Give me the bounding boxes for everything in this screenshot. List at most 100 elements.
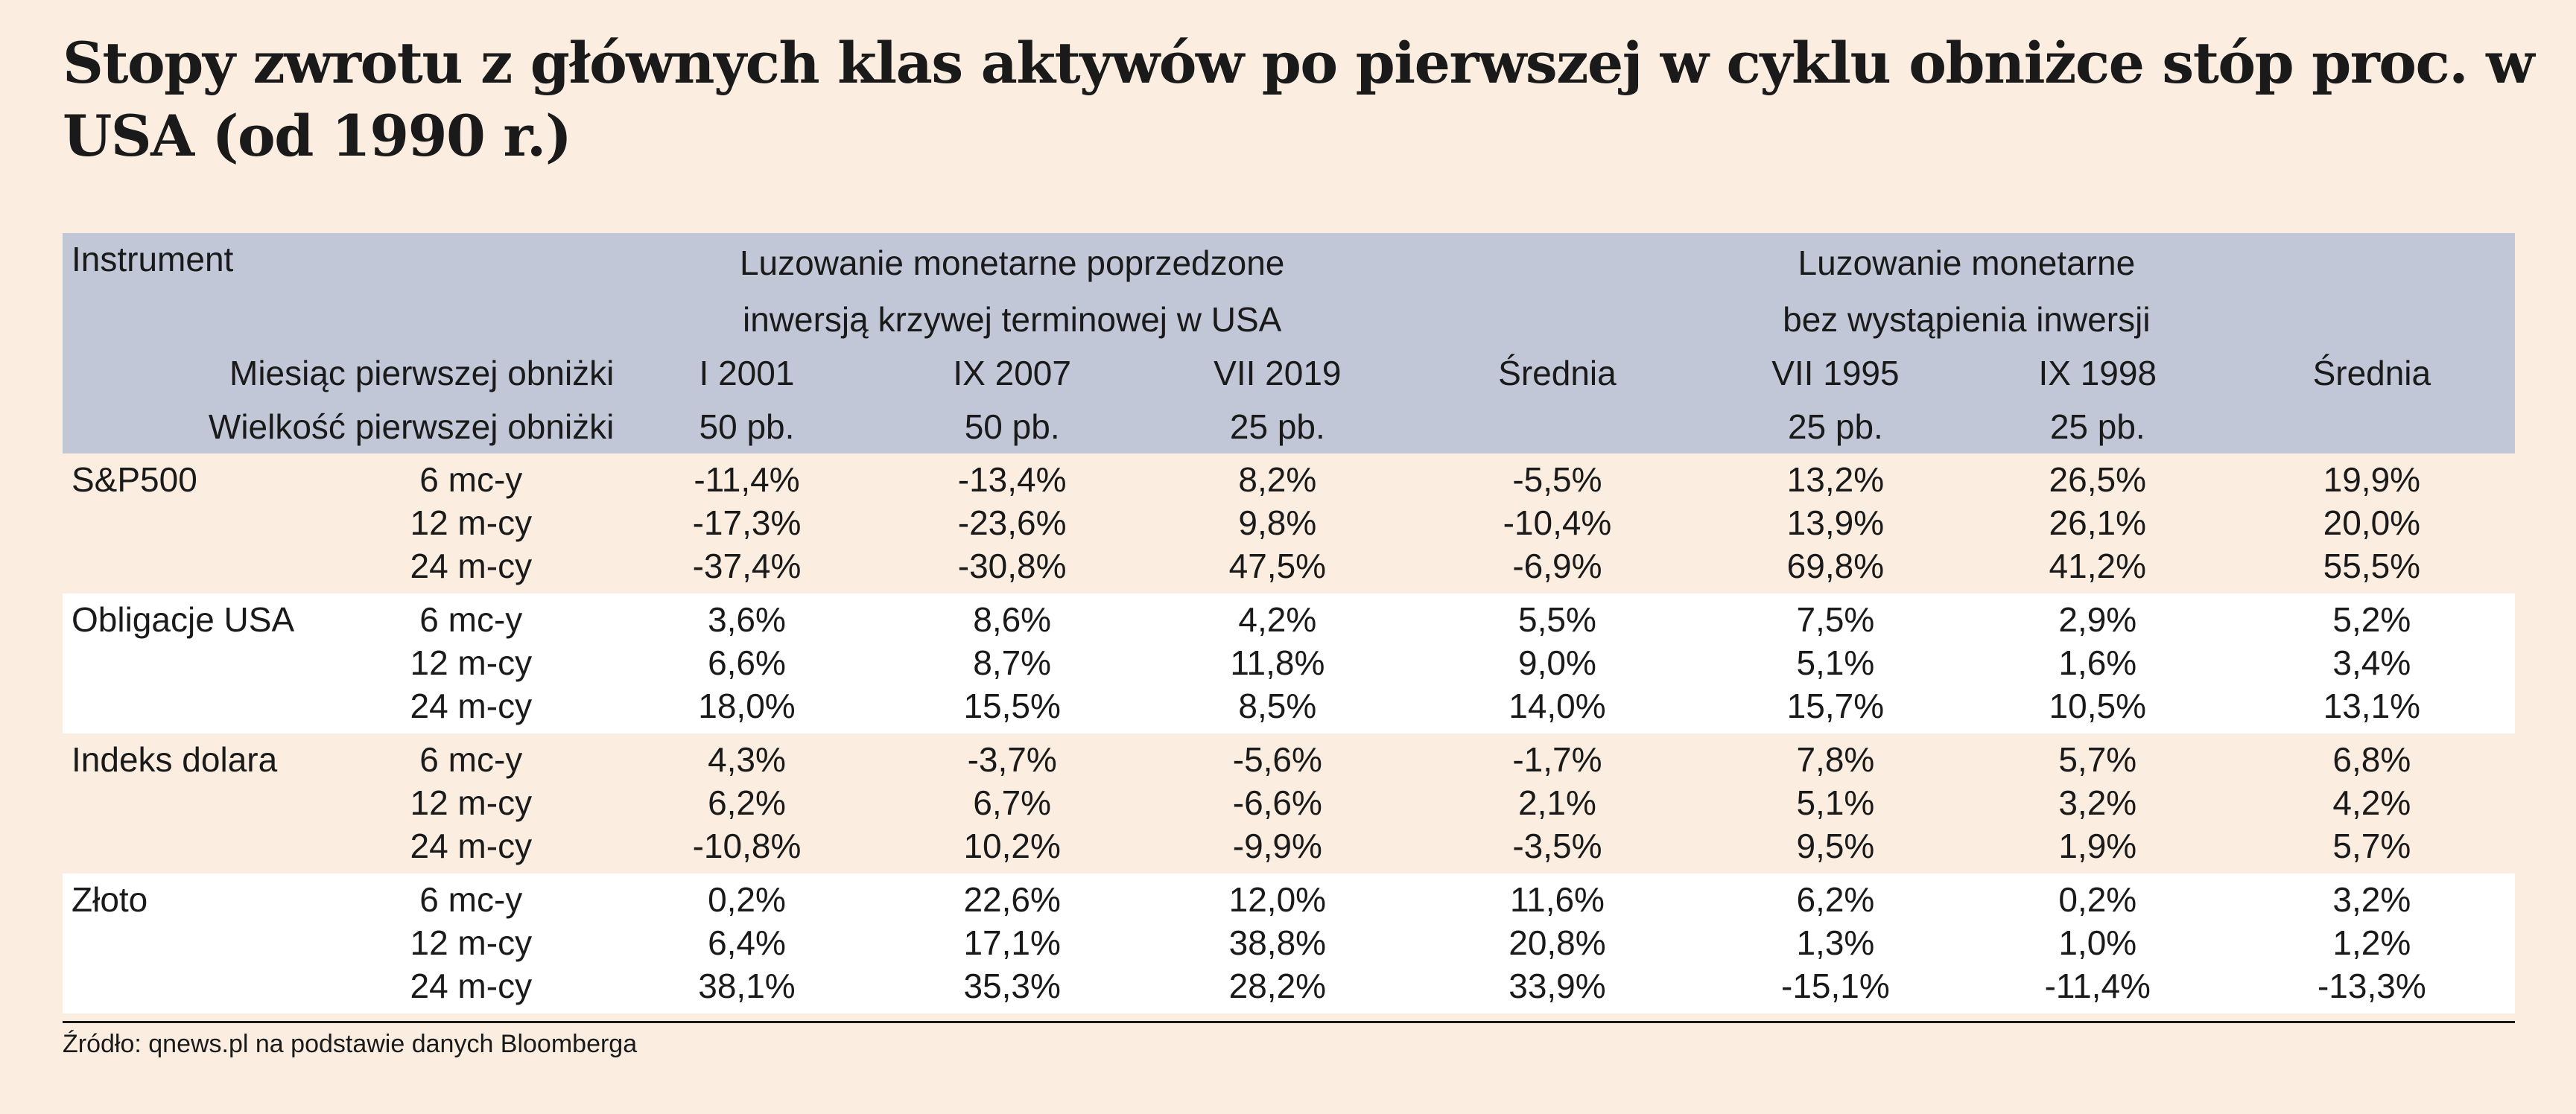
header-size: 50 pb. <box>699 407 795 446</box>
header-month: I 2001 <box>699 354 795 392</box>
source-note: Źródło: qnews.pl na podstawie danych Blo… <box>63 1030 638 1058</box>
return-value: 9,8% <box>1238 503 1317 542</box>
return-value: 4,2% <box>2332 783 2411 822</box>
header-month-label: Miesiąc pierwszej obniżki <box>229 354 615 392</box>
return-value: 5,1% <box>1796 783 1875 822</box>
return-value: 38,1% <box>698 967 796 1005</box>
return-value: -9,9% <box>1232 827 1322 865</box>
return-value: -15,1% <box>1781 967 1890 1005</box>
header-row-size: Wielkość pierwszej obniżki 50 pb. 50 pb.… <box>63 400 2515 453</box>
return-value: 22,6% <box>963 880 1061 919</box>
return-value: 13,2% <box>1786 460 1885 499</box>
return-value: -13,4% <box>957 460 1067 499</box>
instrument-group: Indeks dolara 6 mc-y 4,3% -3,7% -5,6% -1,7% 7,… <box>63 733 2515 873</box>
return-value: -5,5% <box>1512 460 1602 499</box>
return-value: -17,3% <box>692 503 802 542</box>
return-value: 8,6% <box>973 600 1052 639</box>
return-value: 13,1% <box>2323 687 2421 725</box>
return-value: 1,6% <box>2058 643 2137 682</box>
return-value: 1,9% <box>2058 827 2137 865</box>
return-value: -23,6% <box>957 503 1067 542</box>
return-value: 20,0% <box>2323 503 2421 542</box>
instrument-name: Indeks dolara <box>72 740 278 779</box>
header-size-label: Wielkość pierwszej obniżki <box>208 407 615 446</box>
return-value: 41,2% <box>2049 547 2146 585</box>
instrument-name <box>63 544 328 593</box>
return-value: 69,8% <box>1786 547 1885 585</box>
period-label: 6 mc-y <box>419 740 523 779</box>
return-value: 8,5% <box>1238 687 1317 725</box>
header-row-group2: inwersją krzywej terminowej w USA bez wy… <box>63 293 2515 346</box>
period-label: 6 mc-y <box>419 460 523 499</box>
header-group1-line1: Luzowanie monetarne poprzedzone <box>739 244 1285 282</box>
return-value: 8,2% <box>1238 460 1317 499</box>
return-value: 5,7% <box>2058 740 2137 779</box>
return-value: 18,0% <box>698 687 796 725</box>
return-value: 14,0% <box>1509 687 1606 725</box>
return-value: 4,2% <box>1238 600 1317 639</box>
period-label: 12 m-cy <box>410 643 533 682</box>
return-value: 5,2% <box>2332 600 2411 639</box>
return-value: 47,5% <box>1228 547 1327 585</box>
return-value: -6,6% <box>1232 783 1322 822</box>
header-size: 25 pb. <box>1787 407 1883 446</box>
instrument-name <box>63 501 328 544</box>
chart-title: Stopy zwrotu z głównych klas aktywów po … <box>63 30 2535 169</box>
return-value: 9,0% <box>1518 643 1596 682</box>
return-value: 6,6% <box>708 643 786 682</box>
header-month: Średnia <box>2312 354 2431 392</box>
table-bottom-rule <box>63 1021 2515 1023</box>
instrument-name <box>63 964 328 1013</box>
return-value: 12,0% <box>1228 880 1327 919</box>
period-label: 24 m-cy <box>410 547 533 585</box>
return-value: 33,9% <box>1509 967 1606 1005</box>
table-row: 12 m-cy 6,2% 6,7% -6,6% 2,1% 5,1% 3,2% 4,2% <box>63 781 2515 824</box>
return-value: 6,7% <box>973 783 1052 822</box>
return-value: 4,3% <box>708 740 786 779</box>
period-label: 6 mc-y <box>419 880 523 919</box>
table-row: S&P500 6 mc-y -11,4% -13,4% 8,2% -5,5% 13,2% 26… <box>63 453 2515 501</box>
instrument-name <box>63 921 328 964</box>
return-value: 10,2% <box>963 827 1061 865</box>
return-value: 15,5% <box>963 687 1061 725</box>
instrument-name: Obligacje USA <box>72 600 295 639</box>
return-value: -6,9% <box>1512 547 1602 585</box>
return-value: 3,2% <box>2058 783 2137 822</box>
table-row: 24 m-cy -37,4% -30,8% 47,5% -6,9% 69,8% 41,2% 5… <box>63 544 2515 593</box>
table-row: 24 m-cy 38,1% 35,3% 28,2% 33,9% -15,1% -11,4% -… <box>63 964 2515 1013</box>
return-value: 9,5% <box>1796 827 1875 865</box>
table-row: 12 m-cy -17,3% -23,6% 9,8% -10,4% 13,9% 26,1% 2… <box>63 501 2515 544</box>
return-value: 3,6% <box>708 600 786 639</box>
header-row-group1: Instrument Luzowanie monetarne poprzedzo… <box>63 233 2515 293</box>
table-row: 12 m-cy 6,4% 17,1% 38,8% 20,8% 1,3% 1,0% 1,2% <box>63 921 2515 964</box>
returns-table-container: Instrument Luzowanie monetarne poprzedzo… <box>63 233 2515 1013</box>
return-value: 15,7% <box>1786 687 1885 725</box>
return-value: 11,8% <box>1230 643 1325 682</box>
return-value: 10,5% <box>2049 687 2146 725</box>
header-row-month: Miesiąc pierwszej obniżki I 2001 IX 2007… <box>63 346 2515 400</box>
return-value: -3,7% <box>967 740 1057 779</box>
instrument-name <box>63 684 328 733</box>
return-value: 2,9% <box>2058 600 2137 639</box>
return-value: 5,7% <box>2332 827 2411 865</box>
header-group1-line2: inwersją krzywej terminowej w USA <box>742 300 1282 339</box>
period-label: 12 m-cy <box>410 503 533 542</box>
return-value: 17,1% <box>963 923 1061 962</box>
return-value: -5,6% <box>1232 740 1322 779</box>
return-value: 8,7% <box>973 643 1052 682</box>
header-month: VII 1995 <box>1771 354 1900 392</box>
period-label: 24 m-cy <box>410 827 533 865</box>
table-row: Obligacje USA 6 mc-y 3,6% 8,6% 4,2% 5,5% 7,5% 2… <box>63 593 2515 641</box>
return-value: 6,2% <box>708 783 786 822</box>
header-size: 25 pb. <box>1229 407 1325 446</box>
period-label: 6 mc-y <box>419 600 523 639</box>
return-value: 20,8% <box>1509 923 1606 962</box>
period-label: 24 m-cy <box>410 687 533 725</box>
instrument-name <box>63 824 328 873</box>
return-value: -37,4% <box>692 547 802 585</box>
return-value: 28,2% <box>1228 967 1327 1005</box>
return-value: 3,4% <box>2332 643 2411 682</box>
return-value: 11,6% <box>1509 880 1605 919</box>
return-value: -10,4% <box>1503 503 1612 542</box>
return-value: 13,9% <box>1786 503 1885 542</box>
